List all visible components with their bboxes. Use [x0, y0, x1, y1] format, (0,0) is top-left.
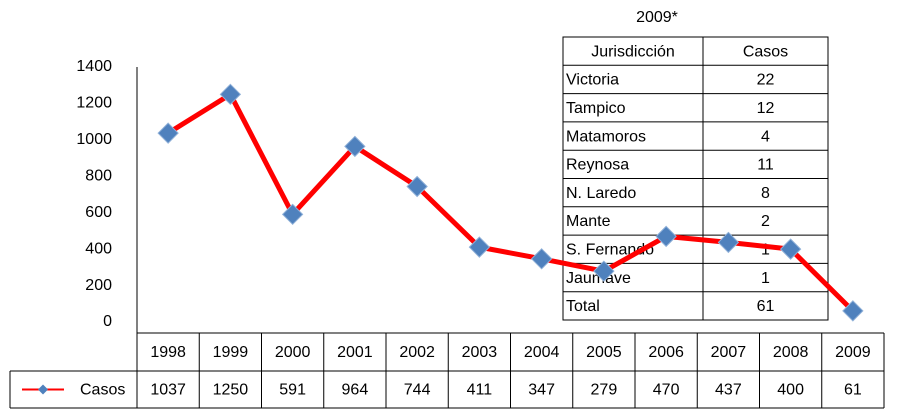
marker	[779, 238, 802, 260]
y-tick-label: 1400	[76, 58, 112, 75]
table-cell: Mante	[566, 213, 611, 230]
marker	[281, 203, 304, 226]
data-label: 437	[715, 382, 742, 399]
data-label: 1037	[150, 382, 186, 399]
data-label: 61	[844, 382, 862, 399]
x-tick-label: 2004	[524, 344, 560, 361]
data-label: 964	[342, 382, 369, 399]
x-tick-label: 2003	[462, 344, 498, 361]
x-tick-label: 2002	[399, 344, 435, 361]
marker	[593, 260, 615, 282]
table-cell: Reynosa	[566, 157, 629, 174]
table-title: 2009*	[636, 9, 678, 26]
x-tick-label: 2006	[648, 344, 684, 361]
marker	[468, 236, 491, 258]
x-tick-label: 1998	[150, 344, 186, 361]
y-tick-label: 400	[85, 240, 112, 257]
table-cell: Matamoros	[566, 128, 646, 145]
table-cell: N. Laredo	[566, 185, 636, 202]
table-cell: 1	[761, 241, 770, 258]
x-tick-label: 2000	[275, 344, 311, 361]
marker	[219, 83, 242, 106]
y-tick-label: 200	[85, 277, 112, 294]
table-cell: 8	[761, 185, 770, 202]
table-cell: Tampico	[566, 100, 626, 117]
y-tick-label: 0	[103, 313, 112, 330]
x-tick-label: 2008	[773, 344, 809, 361]
data-label: 411	[467, 382, 493, 399]
legend-marker	[38, 384, 48, 395]
marker	[717, 231, 740, 254]
marker	[842, 300, 864, 322]
x-tick-label: 2007	[711, 344, 747, 361]
table-cell: 11	[757, 157, 774, 174]
table-cell: 61	[757, 298, 775, 315]
x-tick-label: 2009	[835, 344, 871, 361]
marker	[530, 248, 553, 270]
table-header: Casos	[743, 43, 788, 60]
y-tick-label: 600	[85, 204, 112, 221]
table-cell: 22	[757, 72, 775, 89]
table-cell: 4	[761, 128, 770, 145]
table-cell: 1	[761, 270, 770, 287]
x-tick-label: 1999	[213, 344, 249, 361]
x-tick-label: 2001	[337, 344, 373, 361]
table-cell: Victoria	[566, 72, 619, 89]
table-cell: Total	[566, 298, 600, 315]
data-label: 347	[528, 382, 555, 399]
marker	[344, 135, 366, 158]
table-header: Jurisdicción	[591, 43, 675, 60]
y-tick-label: 1000	[76, 131, 112, 148]
marker	[157, 122, 179, 144]
legend-label: Casos	[80, 382, 125, 399]
table-cell: 12	[757, 100, 775, 117]
marker	[655, 225, 677, 248]
data-label: 744	[404, 382, 431, 399]
table-cell: 2	[761, 213, 770, 230]
y-tick-label: 800	[85, 168, 112, 185]
data-label: 591	[279, 382, 306, 399]
table-cell: Jaumave	[566, 270, 631, 287]
data-label: 470	[653, 382, 680, 399]
data-label: 1250	[213, 382, 249, 399]
series-line	[166, 91, 855, 313]
marker	[406, 175, 428, 198]
y-tick-label: 1200	[76, 95, 112, 112]
data-label: 279	[591, 382, 618, 399]
data-label: 400	[777, 382, 804, 399]
x-tick-label: 2005	[586, 344, 622, 361]
